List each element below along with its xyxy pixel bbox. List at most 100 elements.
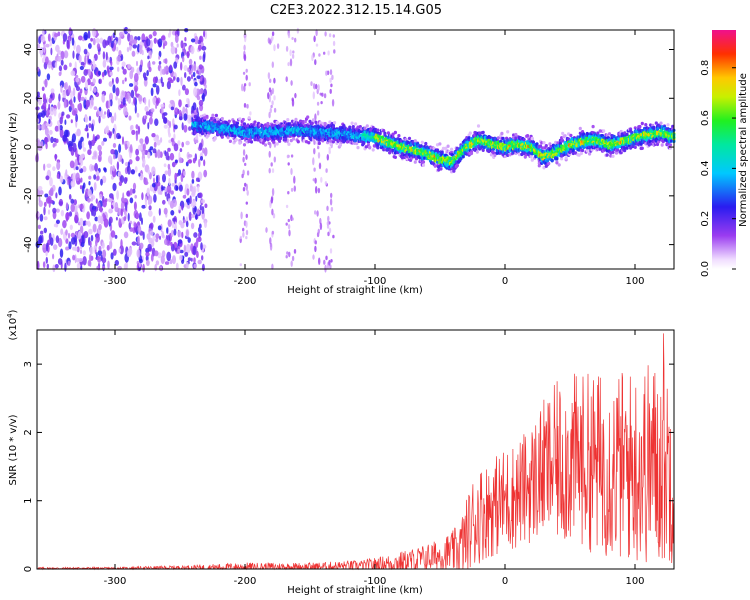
spectrogram-cell (188, 58, 193, 65)
spectrogram-cell (133, 222, 137, 228)
spectrogram-cell (137, 225, 142, 234)
spectrogram-cell (153, 193, 157, 203)
spectrogram-cell (68, 211, 73, 217)
spectrogram-cell (92, 64, 96, 71)
spectrogram-cell (54, 33, 59, 38)
spectrogram-cell (93, 53, 98, 61)
spectrogram-cell (80, 96, 85, 101)
spectrogram-cell (320, 176, 323, 183)
spectrogram-cell (271, 230, 275, 235)
spectrogram-cell (243, 44, 246, 51)
spectrogram-cell (162, 199, 166, 205)
spectrogram-cell (49, 106, 55, 116)
spectrogram-cell (135, 212, 139, 220)
spectrogram-cell (146, 38, 151, 47)
spectrogram-cell (92, 37, 96, 46)
spectrogram-cell (50, 136, 54, 143)
spectrogram-cell (184, 72, 187, 79)
spectrogram-cell (68, 241, 72, 250)
spectrogram-cell (114, 201, 119, 212)
spectrogram-cell (198, 142, 203, 150)
spectrogram-cell (311, 54, 314, 62)
spectrogram-cell (68, 145, 73, 152)
spectrogram-cell (57, 258, 63, 265)
spectrogram-cell (328, 149, 331, 155)
spectrogram-cell (41, 86, 45, 92)
spectrogram-cell (469, 151, 474, 156)
spectrogram-cell (376, 128, 380, 132)
spectrogram-cell (108, 216, 113, 224)
spectrogram-cell (52, 143, 55, 148)
spectrogram-cell (76, 262, 81, 269)
spectrogram-cell (243, 85, 246, 92)
spectrogram-cell (292, 50, 295, 54)
spectrogram-cell (163, 163, 167, 168)
spectrogram-cell (351, 125, 355, 129)
spectrogram-cell (91, 123, 94, 132)
spectrogram-cell (158, 61, 162, 65)
spectrogram-cell (244, 182, 247, 187)
spectrogram-cell (88, 228, 93, 235)
spectrogram-cell (303, 124, 307, 128)
spectrogram-cell (67, 232, 71, 239)
spectrogram-cell (174, 47, 178, 54)
spectrogram-cell (94, 136, 98, 142)
spectrogram-cell (56, 173, 60, 179)
spectrogram-cell (93, 174, 97, 180)
spectrogram-cell (242, 227, 245, 232)
spectrogram-cell (213, 136, 217, 141)
spectrogram-cell (146, 70, 149, 77)
spectrogram-cell (174, 34, 179, 44)
spectrogram-cell (596, 131, 600, 135)
spectrogram-cell (581, 148, 585, 153)
spectrogram-cell (185, 261, 189, 269)
spectrogram-cell (88, 181, 91, 186)
spectrogram-cell (313, 167, 316, 172)
spectrogram-cell (150, 112, 153, 118)
spectrogram-cell (330, 83, 333, 88)
spectrogram-cell (200, 75, 203, 82)
spectrogram-cell (130, 89, 135, 99)
spectrogram-cell (522, 151, 526, 156)
spectrogram-cell (287, 142, 291, 146)
spectrogram-cell (245, 154, 248, 160)
spectrogram-cell (114, 112, 117, 122)
spectrogram-cell (530, 136, 534, 141)
spectrogram-cell (68, 176, 71, 186)
spectrogram-cell (285, 222, 288, 226)
spectrogram-cell (109, 99, 113, 107)
spectrogram-cell (316, 110, 320, 116)
spectrogram-cell (163, 66, 166, 75)
spectrogram-cell (152, 148, 157, 154)
spectrogram-cell (290, 187, 294, 192)
spectrogram-cell (404, 137, 408, 142)
spectrogram-cell (91, 155, 95, 160)
spectrogram-cell (239, 263, 242, 267)
spectrogram-cell (68, 85, 71, 94)
spectrogram-cell (95, 37, 100, 44)
spectrogram-cell (48, 97, 53, 104)
spectrogram-cell (419, 144, 423, 148)
spectrogram-cell (476, 124, 481, 128)
spectrogram-cell (276, 43, 280, 49)
spectrogram-cell (432, 146, 436, 151)
spectrogram-cell (166, 227, 169, 234)
spectrogram-cell (242, 149, 246, 156)
spectrogram-cell (191, 74, 193, 80)
spectrogram-cell (625, 132, 629, 137)
spectrogram-cell (128, 115, 132, 121)
spectrogram-cell (147, 200, 151, 205)
spectrogram-cell (42, 261, 46, 269)
spectrogram-cell (393, 155, 397, 159)
spectrogram-cell (40, 230, 44, 235)
spectrogram-cell (132, 182, 137, 190)
spectrogram-cell (555, 157, 559, 161)
spectrogram-cell (153, 177, 155, 184)
spectrogram-cell (267, 92, 270, 100)
spectrogram-cell (496, 136, 500, 140)
spectrogram-cell (52, 207, 57, 214)
spectrogram-cell (97, 201, 101, 209)
spectrogram-cell (190, 222, 195, 230)
spectrogram-cell (271, 61, 274, 68)
spectrogram-cell (329, 88, 332, 94)
